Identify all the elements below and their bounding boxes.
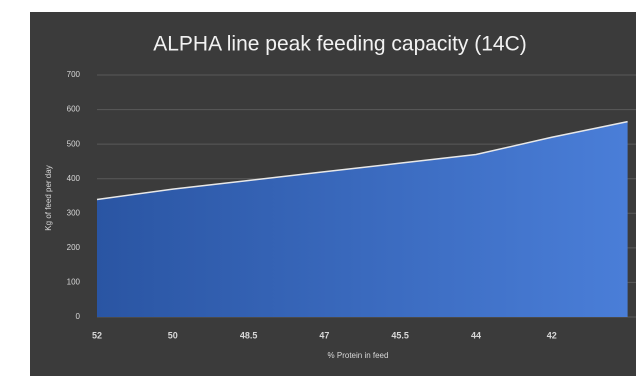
y-tick-label: 700	[67, 70, 81, 79]
x-tick-label: 42	[547, 330, 557, 340]
y-axis-label: Kg of feed per day	[44, 165, 53, 230]
plot-area	[96, 74, 636, 318]
x-tick-label: 47	[319, 330, 329, 340]
y-tick-label: 300	[67, 208, 81, 217]
y-tick-label: 100	[67, 278, 81, 287]
area	[97, 121, 628, 318]
chart-title: ALPHA line peak feeding capacity (14C)	[153, 33, 527, 56]
x-tick-label: 48.5	[240, 330, 258, 340]
x-tick-label: 44	[471, 330, 481, 340]
area-line	[96, 120, 628, 201]
y-tick-label: 600	[67, 105, 81, 114]
x-axis-label: % Protein in feed	[328, 351, 389, 360]
y-tick-label: 200	[67, 243, 81, 252]
y-tick-label: 400	[67, 174, 81, 183]
x-tick-label: 50	[168, 330, 178, 340]
x-tick-label: 52	[92, 330, 102, 340]
y-tick-label: 0	[76, 312, 81, 321]
y-tick-label: 500	[67, 139, 81, 148]
x-tick-label: 45.5	[391, 330, 409, 340]
